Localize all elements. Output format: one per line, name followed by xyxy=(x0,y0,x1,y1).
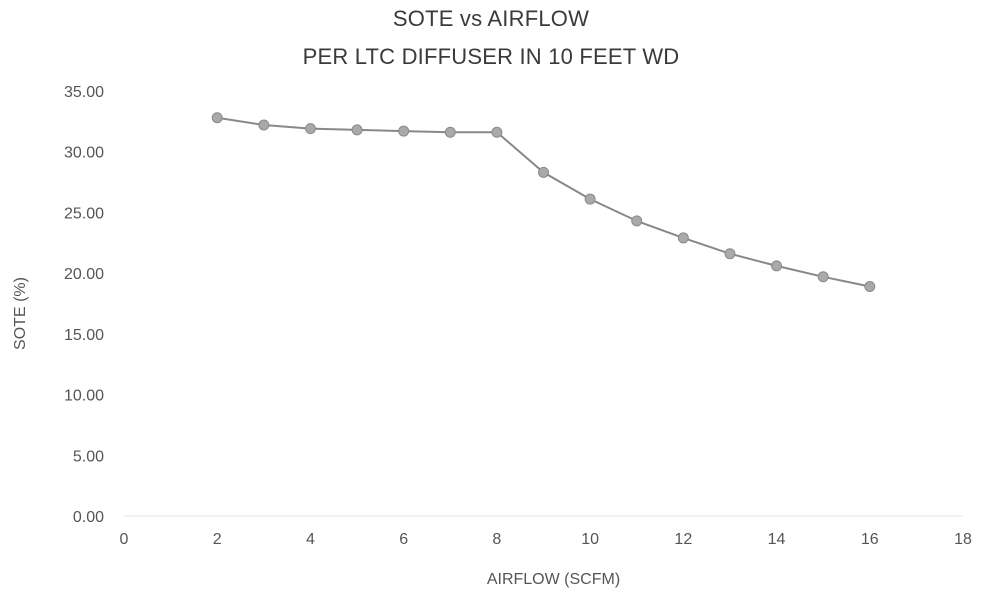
y-tick-label: 35.00 xyxy=(64,84,104,101)
data-point xyxy=(724,248,736,260)
data-point xyxy=(864,281,876,292)
x-axis-ticks: 0 2 4 6 8 10 12 14 16 18 xyxy=(120,531,972,548)
x-tick-label: 18 xyxy=(954,531,972,548)
chart-title-line-1: SOTE vs AIRFLOW xyxy=(392,6,590,31)
y-tick-label: 0.00 xyxy=(73,509,104,526)
data-point xyxy=(398,125,410,137)
series-line xyxy=(217,116,871,288)
data-point xyxy=(491,126,503,138)
data-point xyxy=(304,123,316,135)
y-tick-label: 20.00 xyxy=(64,266,104,283)
x-axis-label: AIRFLOW (SCFM) xyxy=(487,571,620,588)
data-point xyxy=(631,215,643,227)
x-tick-label: 10 xyxy=(581,531,599,548)
data-point xyxy=(444,126,456,138)
x-tick-label: 16 xyxy=(861,531,879,548)
y-tick-label: 15.00 xyxy=(64,327,104,344)
data-point xyxy=(771,260,783,272)
data-point xyxy=(584,193,596,205)
data-point xyxy=(258,119,270,131)
data-point xyxy=(817,271,829,283)
chart-title-line-2: PER LTC DIFFUSER IN 10 FEET WD xyxy=(302,44,680,69)
data-point xyxy=(351,124,363,136)
x-tick-label: 8 xyxy=(492,531,501,548)
y-axis-label: SOTE (%) xyxy=(12,277,29,350)
series-layer xyxy=(211,112,876,292)
y-tick-label: 30.00 xyxy=(64,145,104,162)
data-point xyxy=(677,232,689,244)
y-tick-label: 5.00 xyxy=(73,448,104,465)
x-tick-label: 6 xyxy=(399,531,408,548)
x-tick-label: 14 xyxy=(768,531,786,548)
data-point xyxy=(538,166,549,178)
data-point xyxy=(211,112,223,124)
y-tick-label: 25.00 xyxy=(64,205,104,222)
y-axis-ticks: 0.00 5.00 10.00 15.00 20.00 25.00 30.00 35.00 xyxy=(64,84,104,526)
x-tick-label: 0 xyxy=(120,531,129,548)
y-tick-label: 10.00 xyxy=(64,388,104,405)
x-tick-label: 4 xyxy=(306,531,315,548)
x-tick-label: 2 xyxy=(213,531,222,548)
x-tick-label: 12 xyxy=(674,531,692,548)
